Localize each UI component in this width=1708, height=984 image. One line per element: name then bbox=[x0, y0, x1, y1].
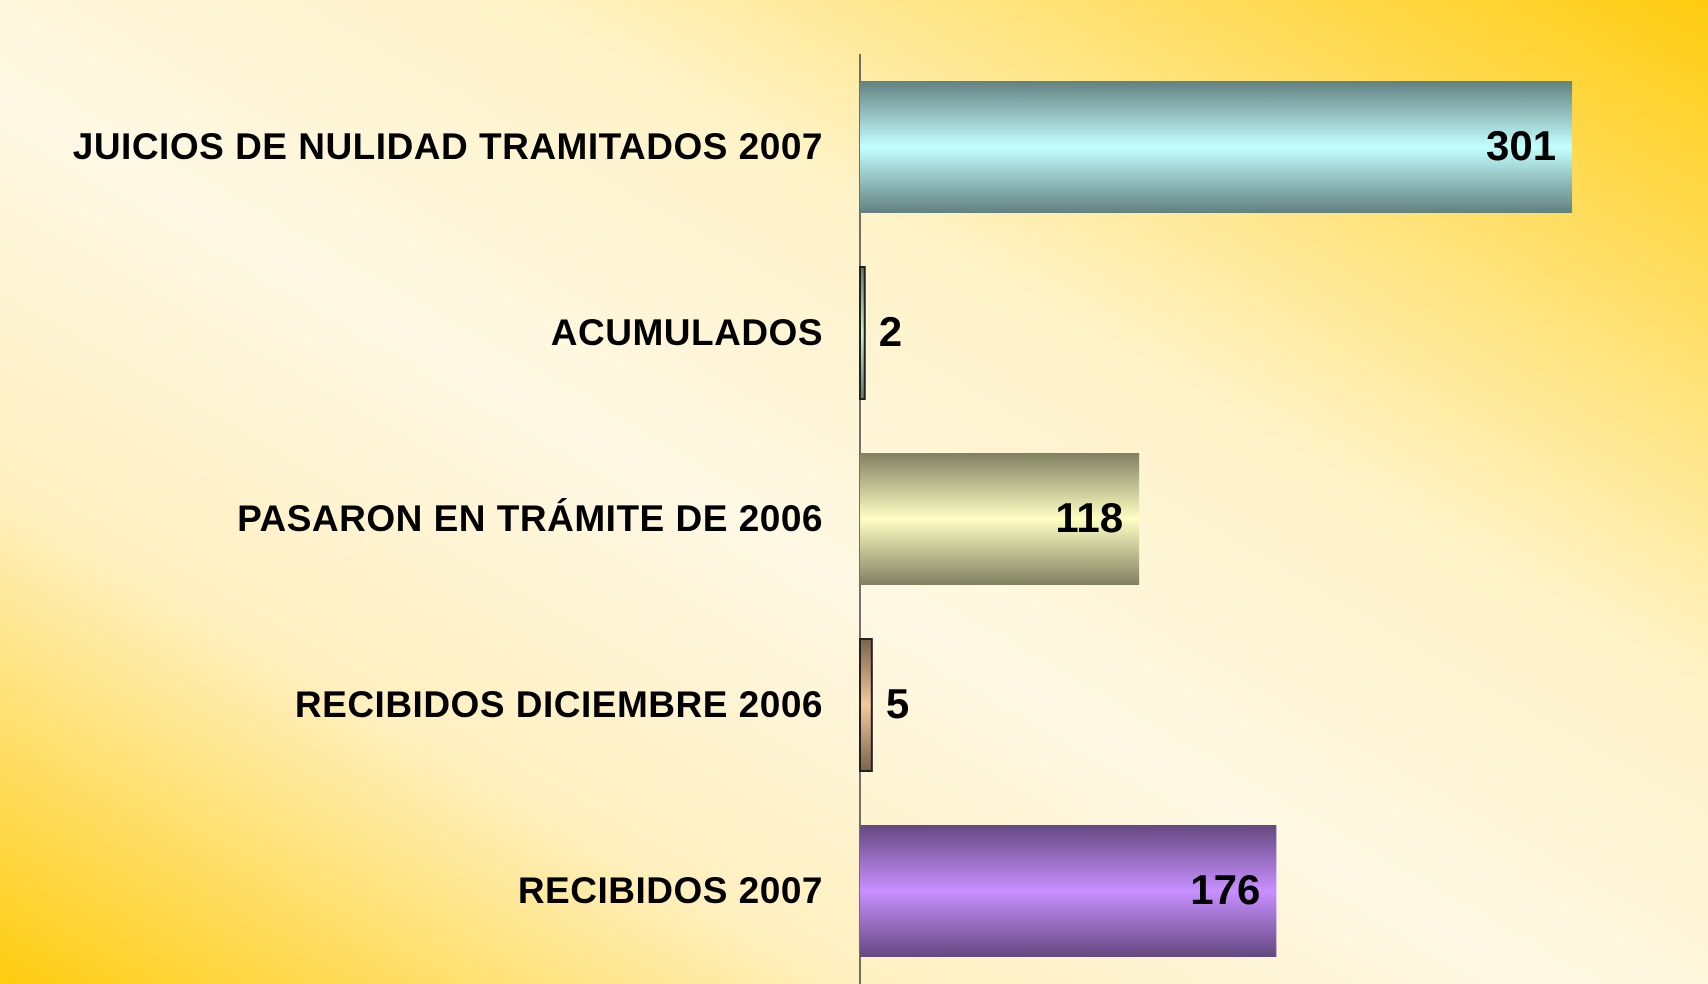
value-label: 301 bbox=[1486, 122, 1556, 169]
y-tick-label-box: RECIBIDOS DICIEMBRE 2006 bbox=[20, 612, 823, 798]
bar bbox=[860, 81, 1573, 213]
y-tick-label: JUICIOS DE NULIDAD TRAMITADOS 2007 bbox=[72, 126, 823, 167]
y-tick-label-box: RECIBIDOS 2007 bbox=[20, 798, 823, 984]
bar bbox=[860, 453, 1140, 585]
bar bbox=[860, 825, 1277, 957]
value-label: 2 bbox=[879, 308, 902, 355]
y-tick-label-box: PASARON EN TRÁMITE DE 2006 bbox=[20, 426, 823, 612]
bar bbox=[859, 266, 866, 400]
y-tick-label-box: JUICIOS DE NULIDAD TRAMITADOS 2007 bbox=[20, 54, 823, 240]
y-tick-label-box: ACUMULADOS bbox=[20, 240, 823, 426]
y-tick-label: PASARON EN TRÁMITE DE 2006 bbox=[237, 498, 823, 539]
value-label: 118 bbox=[1055, 494, 1123, 541]
bar bbox=[859, 638, 873, 772]
y-tick-label: ACUMULADOS bbox=[550, 312, 823, 353]
y-tick-label: RECIBIDOS 2007 bbox=[517, 870, 823, 911]
y-tick-label: RECIBIDOS DICIEMBRE 2006 bbox=[294, 684, 823, 725]
value-label: 176 bbox=[1190, 866, 1260, 913]
value-label: 5 bbox=[886, 680, 909, 727]
